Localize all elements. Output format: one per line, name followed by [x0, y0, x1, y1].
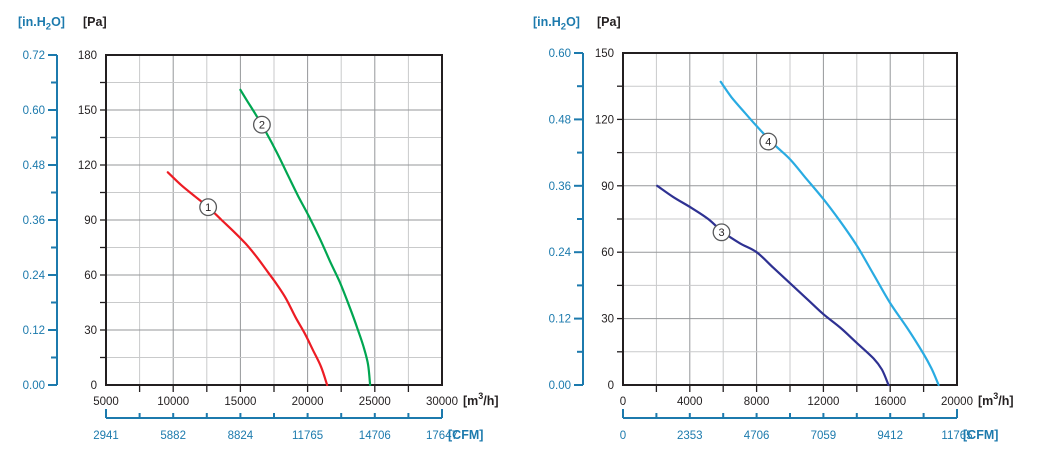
x-tick-label: 30000 — [426, 396, 458, 408]
flow-unit-sup: 3 — [478, 391, 483, 401]
pa-unit-label: [Pa] — [597, 15, 621, 29]
inh2o-tick-label: 0.24 — [23, 270, 46, 282]
cfm-tick-label: 4706 — [744, 430, 770, 442]
x-tick-label: 25000 — [359, 396, 391, 408]
x-tick-label: 10000 — [157, 396, 189, 408]
inh2o-tick-label: 0.36 — [549, 181, 571, 193]
flow-unit-pre: [m — [463, 394, 478, 408]
curve-marker-number-3: 3 — [718, 227, 724, 239]
inh2o-unit-post: O] — [51, 15, 65, 29]
pa-tick-label: 90 — [601, 181, 614, 193]
curve-marker-number-2: 2 — [259, 120, 265, 132]
pa-tick-label: 120 — [595, 114, 614, 126]
inh2o-tick-label: 0.12 — [549, 314, 571, 326]
x-tick-label: 16000 — [874, 396, 906, 408]
cfm-unit-label: [CFM] — [963, 428, 998, 442]
cfm-tick-label: 17647 — [426, 430, 458, 442]
curve-2 — [239, 88, 372, 387]
pa-tick-label: 120 — [78, 160, 97, 172]
pa-tick-label: 30 — [601, 314, 614, 326]
cfm-tick-label: 9412 — [877, 430, 903, 442]
x-tick-label: 20000 — [941, 396, 973, 408]
cfm-tick-label: 0 — [620, 430, 626, 442]
x-tick-label: 15000 — [224, 396, 256, 408]
x-tick-label: 0 — [620, 396, 626, 408]
cfm-tick-label: 2941 — [93, 430, 119, 442]
inh2o-unit-sub: 2 — [46, 22, 51, 33]
x-tick-label: 5000 — [93, 396, 119, 408]
curve-marker-circle-2 — [252, 115, 271, 134]
pa-tick-label: 30 — [84, 325, 97, 337]
pa-tick-label: 150 — [78, 105, 97, 117]
inh2o-tick-label: 0.24 — [549, 247, 572, 259]
x-tick-label: 12000 — [807, 396, 839, 408]
flow-unit-label: [m3/h] — [463, 391, 499, 408]
inh2o-unit-sub: 2 — [561, 22, 566, 33]
inh2o-tick-label: 0.00 — [549, 380, 571, 392]
inh2o-tick-label: 0.60 — [549, 48, 571, 60]
curve-4 — [719, 80, 940, 387]
x-tick-label: 20000 — [292, 396, 324, 408]
pa-tick-label: 60 — [601, 247, 614, 259]
cfm-unit-label: [CFM] — [448, 428, 483, 442]
inh2o-unit-post: O] — [566, 15, 580, 29]
pa-unit-label: [Pa] — [83, 15, 107, 29]
cfm-tick-label: 11765 — [292, 430, 323, 442]
inh2o-unit-pre: [in.H — [18, 15, 46, 29]
cfm-tick-label: 11765 — [941, 430, 972, 442]
pa-tick-label: 90 — [84, 215, 97, 227]
inh2o-tick-label: 0.60 — [23, 105, 45, 117]
curve-3 — [656, 184, 890, 387]
inh2o-unit-pre: [in.H — [533, 15, 561, 29]
flow-unit-pre: [m — [978, 394, 993, 408]
curve-marker-circle-3 — [712, 223, 731, 242]
inh2o-tick-label: 0.72 — [23, 50, 45, 62]
flow-unit-label: [m3/h] — [978, 391, 1014, 408]
x-tick-label: 4000 — [677, 396, 703, 408]
curve-marker-circle-1 — [199, 198, 218, 217]
cfm-tick-label: 2353 — [677, 430, 703, 442]
plot-frame — [105, 54, 443, 386]
flow-unit-sup: 3 — [993, 391, 998, 401]
cfm-tick-label: 7059 — [811, 430, 837, 442]
cfm-tick-label: 5882 — [160, 430, 186, 442]
inh2o-tick-label: 0.12 — [23, 325, 45, 337]
inh2o-tick-label: 0.36 — [23, 215, 45, 227]
inh2o-tick-label: 0.00 — [23, 380, 45, 392]
cfm-tick-label: 8824 — [228, 430, 254, 442]
curve-marker-number-1: 1 — [205, 202, 211, 214]
x-tick-label: 8000 — [744, 396, 770, 408]
inh2o-tick-label: 0.48 — [549, 114, 571, 126]
flow-unit-post: /h] — [998, 394, 1013, 408]
pa-tick-label: 60 — [84, 270, 97, 282]
flow-unit-post: /h] — [483, 394, 498, 408]
pa-tick-label: 0 — [91, 380, 97, 392]
pa-tick-label: 180 — [78, 50, 97, 62]
cfm-tick-label: 14706 — [359, 430, 391, 442]
curve-marker-number-4: 4 — [765, 136, 771, 148]
pa-tick-label: 0 — [608, 380, 614, 392]
inh2o-unit-label: [in.H2O] — [533, 15, 580, 33]
curve-marker-circle-4 — [759, 132, 778, 151]
plot-frame — [622, 52, 958, 386]
inh2o-unit-label: [in.H2O] — [18, 15, 65, 33]
inh2o-tick-label: 0.48 — [23, 160, 45, 172]
pa-tick-label: 150 — [595, 48, 614, 60]
